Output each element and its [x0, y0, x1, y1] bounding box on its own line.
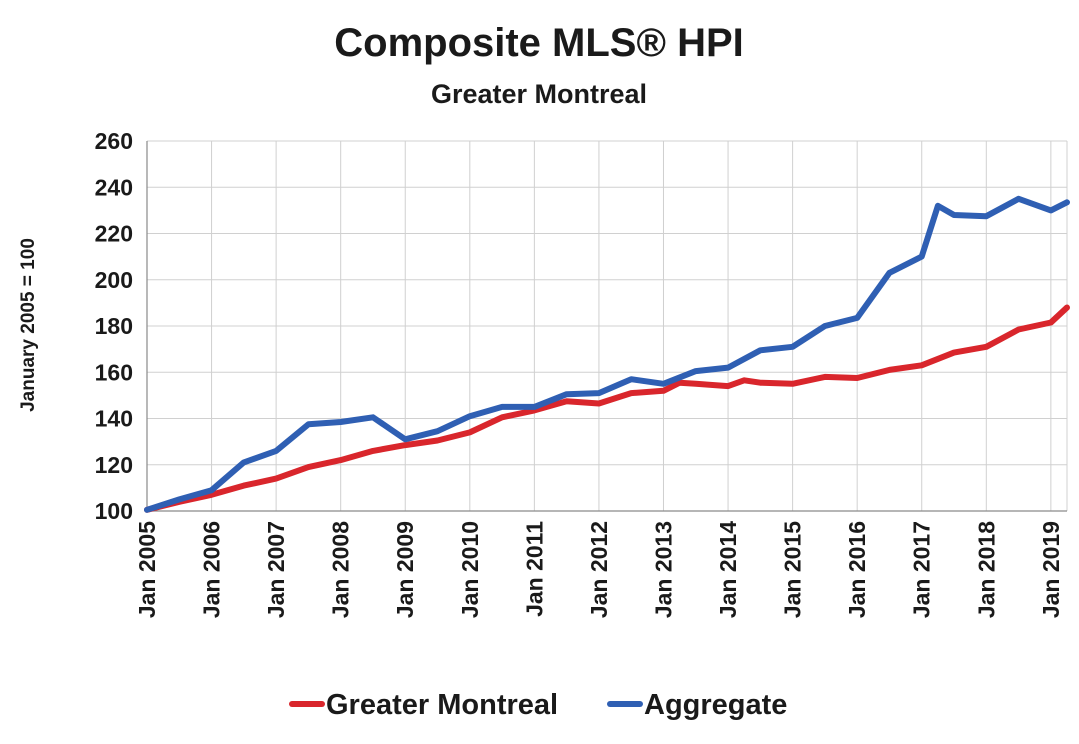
x-tick-label: Jan 2019 — [1038, 521, 1064, 618]
y-tick-label: 180 — [95, 313, 133, 339]
x-tick-label: Jan 2010 — [457, 521, 483, 618]
chart-subtitle: Greater Montreal — [431, 79, 647, 109]
y-axis-label: January 2005 = 100 — [18, 238, 39, 412]
series-lines — [144, 195, 1070, 513]
y-tick-label: 240 — [95, 174, 133, 200]
x-tick-label: Jan 2007 — [263, 521, 289, 618]
x-tick-label: Jan 2005 — [134, 521, 160, 618]
legend-label-greater-montreal: Greater Montreal — [326, 689, 558, 721]
x-tick-label: Jan 2017 — [909, 521, 935, 618]
series-line-greater-montreal — [144, 304, 1070, 513]
x-tick-label: Jan 2008 — [328, 521, 354, 618]
legend: Greater Montreal Aggregate — [289, 689, 787, 721]
y-tick-label: 200 — [95, 267, 133, 293]
x-tick-label: Jan 2018 — [973, 521, 999, 618]
x-tick-label: Jan 2013 — [650, 521, 676, 618]
series-line-aggregate — [144, 195, 1070, 513]
y-tick-label: 100 — [95, 498, 133, 524]
x-axis-ticks: Jan 2005 Jan 2006 Jan 2007 Jan 2008 Jan 2009… — [134, 521, 1064, 618]
chart-title: Composite MLS® HPI — [334, 21, 744, 65]
x-tick-label: Jan 2014 — [715, 521, 741, 618]
gridlines — [146, 140, 1068, 512]
y-tick-label: 160 — [95, 359, 133, 385]
y-tick-label: 260 — [95, 128, 133, 154]
y-tick-label: 220 — [95, 221, 133, 247]
y-tick-label: 140 — [95, 406, 133, 432]
x-tick-label: Jan 2016 — [844, 521, 870, 618]
x-tick-label: Jan 2012 — [586, 521, 612, 618]
x-tick-label: Jan 2015 — [780, 521, 806, 618]
x-tick-label: Jan 2011 — [521, 521, 547, 617]
x-tick-label: Jan 2006 — [199, 521, 225, 618]
y-axis-ticks: 100 120 140 160 180 200 220 240 260 — [95, 128, 133, 524]
legend-label-aggregate: Aggregate — [644, 689, 787, 721]
x-tick-label: Jan 2009 — [392, 521, 418, 618]
y-tick-label: 120 — [95, 452, 133, 478]
